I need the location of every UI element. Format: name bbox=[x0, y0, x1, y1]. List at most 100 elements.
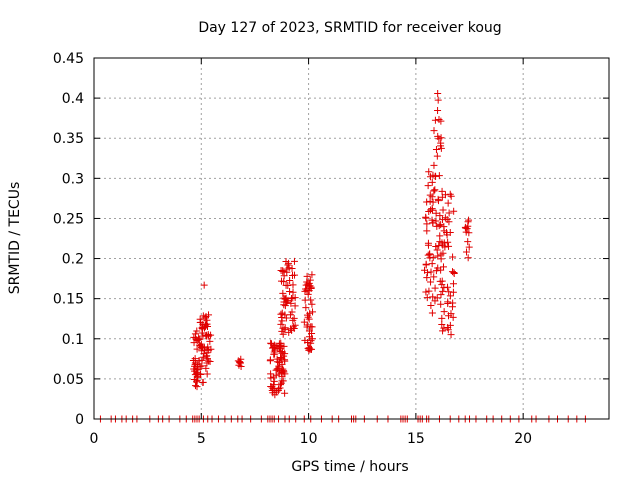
data-point bbox=[439, 287, 447, 295]
data-point bbox=[289, 281, 297, 289]
data-point bbox=[307, 337, 315, 345]
data-point bbox=[463, 248, 471, 256]
data-point bbox=[437, 266, 445, 274]
data-point bbox=[288, 308, 296, 316]
grid-lines bbox=[94, 58, 609, 419]
data-point bbox=[198, 329, 206, 337]
axis-ticks bbox=[93, 57, 609, 420]
data-point bbox=[429, 253, 437, 261]
data-point bbox=[283, 268, 291, 276]
data-point bbox=[191, 367, 199, 375]
data-point bbox=[277, 347, 285, 355]
y-tick-label: 0.3 bbox=[62, 171, 84, 187]
data-point bbox=[291, 271, 299, 279]
data-point bbox=[435, 116, 443, 124]
data-point bbox=[271, 346, 279, 354]
data-point bbox=[237, 362, 245, 370]
data-point bbox=[276, 384, 284, 392]
data-point bbox=[191, 330, 199, 338]
data-point bbox=[437, 117, 445, 125]
data-point bbox=[427, 302, 435, 310]
chart-title: Day 127 of 2023, SRMTID for receiver kou… bbox=[198, 20, 501, 36]
data-point bbox=[445, 288, 453, 296]
data-point bbox=[281, 350, 289, 358]
data-point bbox=[425, 208, 433, 216]
data-point bbox=[284, 281, 292, 289]
data-point bbox=[433, 294, 441, 302]
data-point bbox=[437, 255, 445, 263]
data-point bbox=[289, 288, 297, 296]
x-tick-label: 15 bbox=[407, 431, 425, 447]
data-point bbox=[440, 308, 448, 316]
data-point bbox=[425, 287, 433, 295]
data-point bbox=[268, 383, 276, 391]
data-point bbox=[199, 323, 207, 331]
data-point bbox=[428, 260, 436, 268]
data-point bbox=[449, 313, 457, 321]
data-point bbox=[307, 345, 315, 353]
data-point bbox=[275, 340, 283, 348]
data-point bbox=[464, 218, 472, 226]
data-point bbox=[202, 312, 210, 320]
data-point bbox=[308, 271, 316, 279]
data-point bbox=[441, 191, 449, 199]
data-point bbox=[267, 339, 275, 347]
data-point bbox=[428, 309, 436, 317]
data-point bbox=[464, 238, 472, 246]
data-point bbox=[432, 172, 440, 180]
data-point bbox=[431, 284, 439, 292]
x-tick-label: 20 bbox=[514, 431, 532, 447]
data-point bbox=[302, 304, 310, 312]
y-tick-label: 0.4 bbox=[62, 91, 84, 107]
data-point bbox=[439, 249, 447, 257]
data-point bbox=[196, 318, 204, 326]
data-point bbox=[449, 299, 457, 307]
data-point bbox=[266, 356, 274, 364]
x-tick-label: 10 bbox=[300, 431, 318, 447]
data-point bbox=[291, 294, 299, 302]
y-tick-label: 0.25 bbox=[53, 211, 84, 227]
data-point bbox=[281, 326, 289, 334]
data-point bbox=[431, 186, 439, 194]
data-point bbox=[426, 250, 434, 258]
data-point bbox=[302, 281, 310, 289]
y-tick-label: 0.35 bbox=[53, 131, 84, 147]
data-point bbox=[203, 370, 211, 378]
data-point bbox=[434, 89, 442, 97]
data-point bbox=[199, 378, 207, 386]
data-point bbox=[446, 190, 454, 198]
data-point bbox=[423, 294, 431, 302]
data-point bbox=[290, 325, 298, 333]
data-point bbox=[280, 368, 288, 376]
data-point bbox=[276, 354, 284, 362]
data-point bbox=[423, 274, 431, 282]
data-point bbox=[308, 300, 316, 308]
data-point bbox=[438, 314, 446, 322]
data-point bbox=[273, 355, 281, 363]
data-point bbox=[190, 375, 198, 383]
data-point bbox=[444, 238, 452, 246]
data-point bbox=[435, 135, 443, 143]
data-point bbox=[282, 257, 290, 265]
data-point bbox=[447, 331, 455, 339]
y-tick-label: 0.1 bbox=[62, 332, 84, 348]
data-point bbox=[206, 337, 214, 345]
data-point bbox=[436, 212, 444, 220]
data-point bbox=[434, 106, 442, 114]
data-point bbox=[308, 330, 316, 338]
data-point bbox=[278, 327, 286, 335]
data-point bbox=[429, 198, 437, 206]
data-points bbox=[96, 89, 589, 423]
data-point bbox=[444, 283, 452, 291]
data-point bbox=[197, 370, 205, 378]
data-point bbox=[203, 316, 211, 324]
data-point bbox=[285, 328, 293, 336]
data-point bbox=[280, 272, 288, 280]
data-point bbox=[429, 293, 437, 301]
y-tick-label: 0.2 bbox=[62, 252, 84, 268]
data-point bbox=[422, 213, 430, 221]
data-point bbox=[424, 239, 432, 247]
data-point bbox=[422, 261, 430, 269]
data-point bbox=[191, 355, 199, 363]
